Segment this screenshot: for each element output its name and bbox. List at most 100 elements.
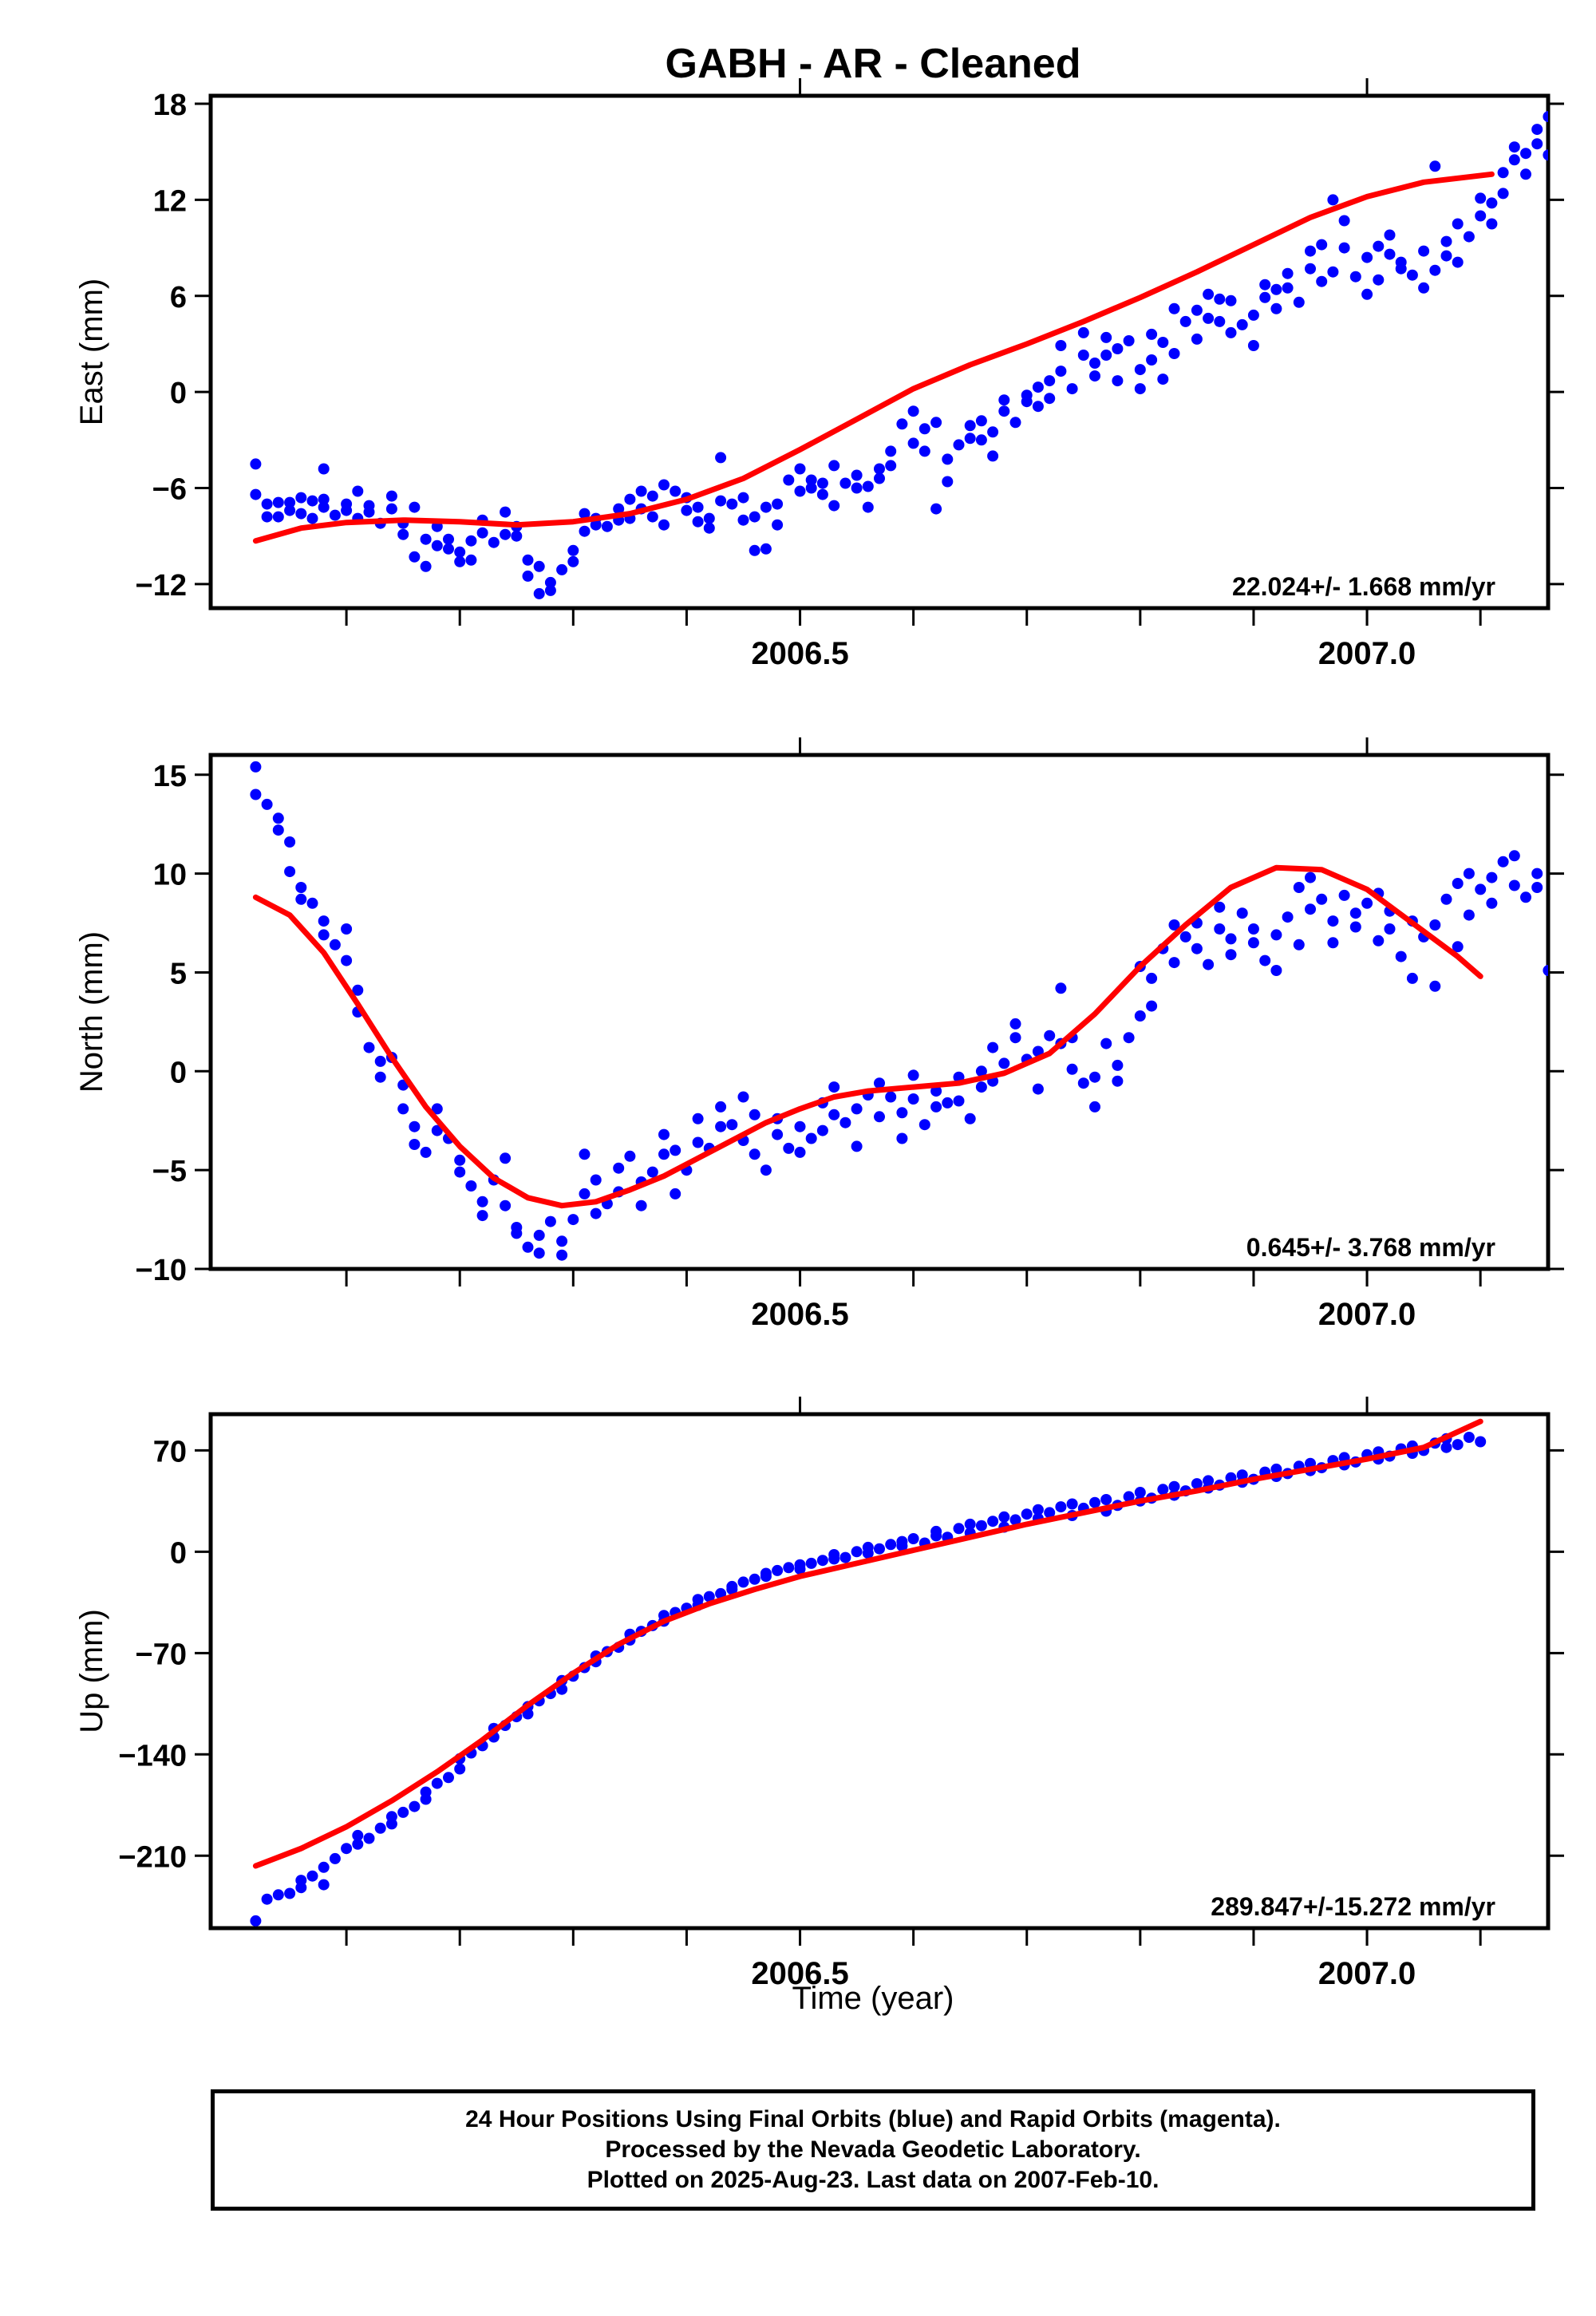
east-data-point (567, 555, 579, 567)
east-data-point (1247, 309, 1259, 321)
up-data-point (737, 1576, 749, 1588)
north-data-point (1089, 1101, 1100, 1113)
east-data-point (1236, 318, 1248, 330)
north-data-point (431, 1124, 443, 1136)
east-data-point (454, 555, 466, 567)
east-data-point (1305, 263, 1316, 275)
east-data-point (1577, 152, 1588, 164)
east-data-point (1225, 294, 1237, 306)
east-data-point (1055, 340, 1067, 351)
north-data-point (874, 1111, 885, 1123)
east-data-point (1361, 288, 1373, 300)
up-data-point (341, 1843, 353, 1855)
east-data-point (851, 469, 863, 481)
east-data-point (352, 485, 364, 497)
north-data-point (987, 1041, 999, 1053)
north-data-point (1475, 883, 1487, 895)
east-y-axis-label: East (mm) (74, 279, 109, 425)
north-data-point (1179, 931, 1191, 943)
north-data-point (670, 1188, 681, 1199)
north-data-point (783, 1142, 795, 1154)
north-rate-label: 0.645+/- 3.768 mm/yr (1246, 1233, 1495, 1262)
east-data-point (1429, 264, 1441, 276)
east-data-point (511, 530, 523, 542)
up-y-axis-label: Up (mm) (74, 1609, 109, 1733)
east-data-point (1508, 154, 1520, 166)
east-data-point (465, 535, 477, 547)
north-data-point (1203, 958, 1215, 970)
north-data-point (341, 954, 353, 966)
east-data-point (272, 496, 284, 508)
east-data-point (261, 511, 273, 523)
east-data-point (1293, 296, 1305, 308)
north-data-point (295, 893, 307, 905)
east-data-point (1475, 210, 1487, 222)
north-data-point (907, 1069, 919, 1081)
north-data-point (885, 1091, 897, 1103)
east-data-point (579, 525, 591, 537)
east-data-point (1146, 354, 1158, 366)
north-data-point (942, 1097, 954, 1109)
up-data-point (1463, 1432, 1475, 1443)
up-data-point (749, 1573, 760, 1585)
east-data-point (409, 501, 421, 513)
east-data-point (772, 498, 784, 510)
up-data-point (1452, 1439, 1464, 1451)
up-data-point (306, 1870, 318, 1882)
east-data-point (918, 423, 930, 435)
east-data-point (907, 437, 919, 449)
up-y-tick-label: −140 (118, 1739, 187, 1773)
east-data-point (646, 490, 658, 502)
east-data-point (284, 504, 296, 516)
east-data-point (318, 493, 330, 505)
east-data-point (443, 533, 454, 545)
up-data-point (692, 1594, 704, 1606)
east-data-point (476, 527, 488, 539)
up-data-point (964, 1518, 976, 1530)
north-data-point (374, 1071, 386, 1083)
east-data-point (1555, 132, 1566, 143)
east-data-point (1032, 401, 1044, 413)
north-data-point (579, 1188, 591, 1199)
up-data-point (1089, 1496, 1100, 1508)
east-data-point (1282, 282, 1294, 294)
north-data-point (1293, 939, 1305, 951)
north-data-point (1214, 923, 1226, 935)
up-data-point (318, 1861, 330, 1873)
north-data-point (613, 1162, 625, 1174)
north-panel: 2006.5 2007.0 −10 −5 0 5 10 15 North (mm) 0.645+/… (74, 737, 1564, 1332)
north-data-point (544, 1215, 556, 1227)
east-data-point (624, 493, 636, 505)
north-data-point (1259, 954, 1271, 966)
east-data-point (601, 520, 613, 532)
north-data-point (1327, 915, 1339, 927)
east-data-point (1440, 235, 1452, 247)
east-data-point (465, 554, 477, 566)
north-data-point (1055, 982, 1067, 994)
north-data-point (1373, 935, 1385, 947)
up-data-point (987, 1516, 999, 1528)
east-data-point (635, 485, 647, 497)
north-data-point (658, 1128, 670, 1140)
up-data-point (998, 1511, 1010, 1523)
north-data-point (272, 824, 284, 836)
east-data-point (828, 500, 840, 512)
north-data-point (1463, 868, 1475, 879)
east-data-point (1179, 315, 1191, 327)
east-data-point (885, 460, 897, 472)
east-data-point (918, 445, 930, 457)
east-data-point (1146, 328, 1158, 340)
north-data-point (1497, 856, 1509, 868)
north-data-point (397, 1103, 409, 1115)
up-data-point (816, 1555, 828, 1567)
north-data-point (1463, 909, 1475, 921)
east-data-point (1566, 146, 1577, 157)
north-data-point (1032, 1083, 1044, 1095)
north-x-tick-label: 2006.5 (751, 1297, 848, 1332)
up-y-tick-label: −210 (118, 1840, 187, 1874)
up-data-point (874, 1543, 885, 1555)
up-data-point (760, 1567, 772, 1579)
north-data-point (1429, 919, 1441, 931)
east-data-point (1327, 266, 1339, 278)
